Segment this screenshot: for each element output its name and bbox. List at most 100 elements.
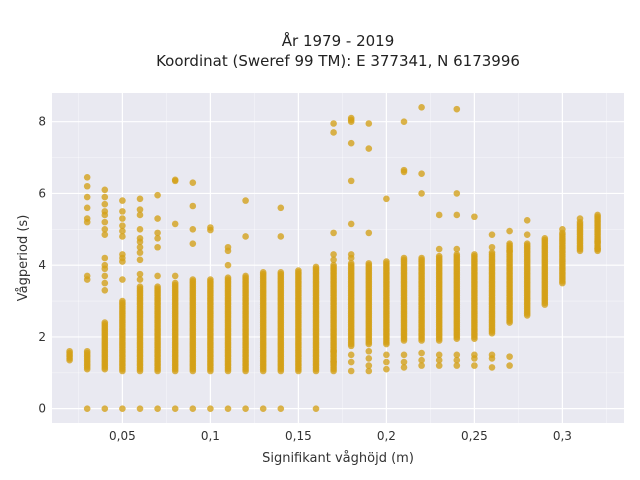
data-points <box>66 104 601 412</box>
data-point <box>259 269 267 276</box>
data-point <box>418 190 425 197</box>
data-point <box>576 215 584 222</box>
data-point <box>154 234 161 242</box>
data-point <box>453 362 461 369</box>
data-point <box>136 211 144 219</box>
data-point <box>136 270 144 278</box>
data-point <box>224 405 232 412</box>
data-point <box>101 286 109 294</box>
data-point <box>365 120 373 127</box>
data-point <box>435 211 443 219</box>
data-point <box>418 254 425 262</box>
data-point <box>330 129 337 136</box>
data-point <box>171 405 179 412</box>
data-point <box>136 226 144 233</box>
data-point <box>119 215 126 222</box>
data-point <box>594 211 601 219</box>
data-point <box>224 247 232 255</box>
data-point <box>383 365 390 373</box>
data-point <box>83 405 91 412</box>
data-point <box>400 118 408 125</box>
data-point <box>101 218 109 226</box>
data-point <box>453 211 461 219</box>
x-tick-label: 0,3 <box>553 429 572 443</box>
data-point <box>83 193 91 201</box>
y-tick-label: 2 <box>38 330 46 344</box>
data-point <box>330 367 337 375</box>
data-point <box>418 362 425 369</box>
x-tick-label: 0,25 <box>461 429 488 443</box>
data-point <box>242 233 249 240</box>
data-point <box>207 226 214 234</box>
data-point <box>471 351 478 359</box>
data-point <box>365 260 373 267</box>
x-tick-label: 0,05 <box>109 429 136 443</box>
data-point <box>277 269 285 276</box>
data-point <box>330 251 337 258</box>
data-point <box>101 254 109 262</box>
data-point <box>365 145 373 152</box>
data-point <box>101 231 109 238</box>
data-point <box>83 182 91 190</box>
data-point <box>295 267 302 274</box>
x-tick-label: 0,2 <box>377 429 396 443</box>
data-point <box>119 276 126 283</box>
data-point <box>119 227 126 235</box>
data-point <box>189 405 197 412</box>
data-point <box>453 245 461 253</box>
data-point <box>418 356 425 364</box>
data-point <box>101 186 109 194</box>
data-point <box>365 229 373 237</box>
x-axis-label: Signifikant våghöjd (m) <box>262 451 414 466</box>
data-point <box>523 217 531 224</box>
data-point <box>207 276 214 283</box>
data-point <box>154 191 161 199</box>
data-point <box>171 279 179 287</box>
data-point <box>136 243 144 251</box>
data-point <box>435 252 443 260</box>
data-point <box>330 358 337 366</box>
data-point <box>171 220 179 228</box>
data-point <box>418 349 425 357</box>
data-point <box>119 233 126 240</box>
data-point <box>453 105 461 113</box>
data-point <box>83 218 91 226</box>
data-point <box>277 233 285 240</box>
data-point <box>101 279 109 287</box>
data-point <box>488 243 496 251</box>
data-point <box>136 283 144 290</box>
data-point <box>347 254 355 262</box>
data-point <box>347 177 355 185</box>
data-point <box>189 276 197 283</box>
data-point <box>154 405 161 412</box>
data-point <box>224 261 232 269</box>
data-point <box>435 362 443 369</box>
data-point <box>136 256 144 264</box>
chart-title-line-2: Koordinat (Sweref 99 TM): E 377341, N 61… <box>156 52 520 70</box>
data-point <box>119 197 126 204</box>
data-point <box>171 177 179 185</box>
data-point <box>224 274 232 282</box>
y-tick-labels: 0 2 4 6 8 <box>38 115 46 416</box>
data-point <box>277 405 285 412</box>
data-point <box>400 358 408 366</box>
data-point <box>119 297 126 305</box>
data-point <box>101 272 109 280</box>
data-point <box>347 260 355 267</box>
data-point <box>154 272 161 280</box>
data-point <box>365 367 373 375</box>
data-point <box>154 229 161 237</box>
data-point <box>365 347 373 355</box>
data-point <box>101 265 109 273</box>
data-point <box>189 226 197 233</box>
data-point <box>312 263 320 271</box>
data-point <box>523 231 531 238</box>
data-point <box>136 249 144 256</box>
data-point <box>330 256 337 264</box>
data-point <box>330 120 337 127</box>
data-point <box>418 170 425 178</box>
data-point <box>119 405 126 412</box>
data-point <box>66 347 73 355</box>
data-point <box>453 356 461 364</box>
